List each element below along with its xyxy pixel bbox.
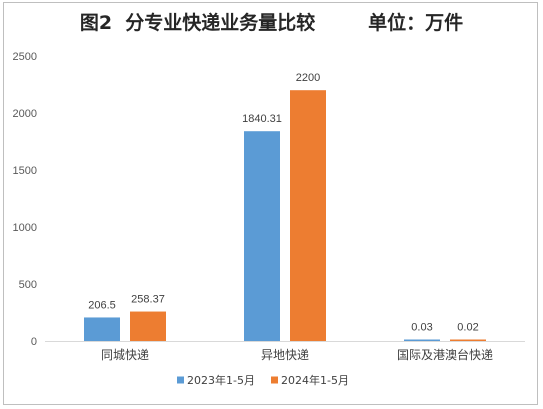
y-tick-label: 1500 <box>13 165 37 177</box>
bar <box>130 311 166 341</box>
category-label: 同城快递 <box>101 348 149 362</box>
y-tick-label: 2500 <box>13 51 37 63</box>
bar <box>84 317 120 341</box>
category-label: 异地快递 <box>261 348 309 362</box>
legend-swatch <box>177 376 184 384</box>
bar-value-label: 2200 <box>296 72 320 84</box>
bar-value-label: 1840.31 <box>242 113 282 125</box>
y-axis-labels: 0 500 1000 1500 2000 2500 <box>13 51 37 348</box>
bar-value-label: 0.03 <box>411 322 432 334</box>
bars <box>84 90 486 341</box>
category-label: 国际及港澳台快递 <box>397 347 493 362</box>
category-labels: 同城快递 异地快递 国际及港澳台快递 <box>101 347 493 362</box>
legend-label: 2024年1-5月 <box>281 373 349 387</box>
legend: 2023年1-5月 2024年1-5月 <box>177 373 349 387</box>
bar <box>404 339 440 341</box>
bar <box>450 339 486 341</box>
y-tick-label: 1000 <box>13 222 37 234</box>
legend-label: 2023年1-5月 <box>187 373 255 387</box>
bar-value-label: 258.37 <box>131 294 165 306</box>
bar-value-label: 206.5 <box>88 299 116 311</box>
y-tick-label: 2000 <box>13 108 37 120</box>
bar <box>244 131 280 341</box>
value-labels: 206.5 258.37 1840.31 2200 0.03 0.02 <box>88 72 478 333</box>
bar-value-label: 0.02 <box>457 322 478 334</box>
y-tick-label: 0 <box>31 336 37 348</box>
bar <box>290 90 326 341</box>
chart-title: 图2 分专业快递业务量比较 单位：万件 <box>79 12 464 34</box>
y-tick-label: 500 <box>19 279 37 291</box>
legend-swatch <box>271 376 278 384</box>
